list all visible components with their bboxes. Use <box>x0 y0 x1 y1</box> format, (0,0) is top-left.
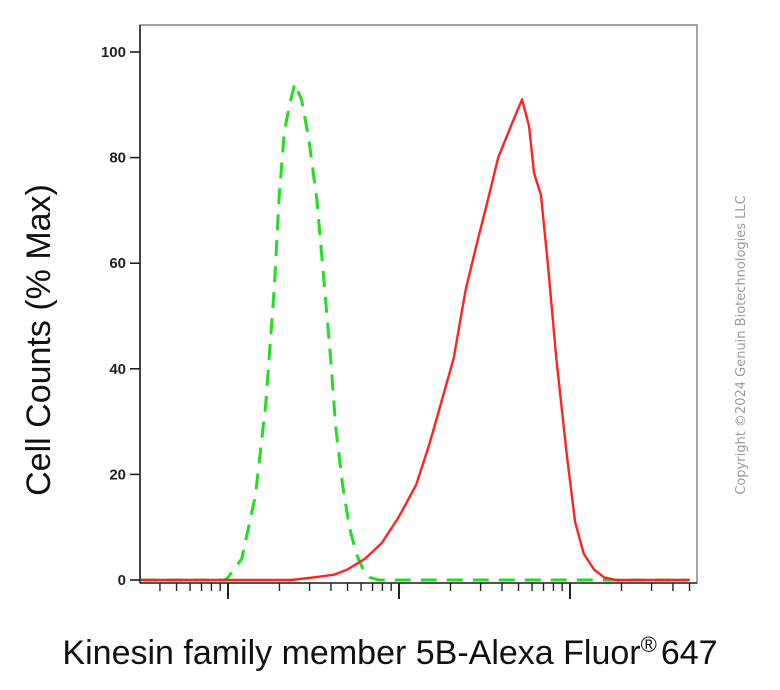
y-tick-label: 40 <box>109 361 126 378</box>
x-axis-label: Kinesin family member 5B-Alexa Fluor® 647 <box>62 632 717 672</box>
y-tick-label: 0 <box>118 572 126 589</box>
series-layer <box>141 82 690 582</box>
y-tick-label: 20 <box>109 466 126 483</box>
registered-mark: ® <box>641 632 657 657</box>
copyright-watermark: Copyright ©2024 Genuin Biotechnologies L… <box>734 195 749 494</box>
y-axis-ticks: 0 20 40 60 80 100 <box>101 44 140 589</box>
x-axis-ticks <box>159 583 691 599</box>
x-axis-label-suffix: 647 <box>661 634 718 672</box>
y-tick-label: 60 <box>109 255 126 272</box>
x-axis-label-main: Kinesin family member 5B-Alexa Fluor <box>62 634 640 672</box>
y-axis-label: Cell Counts (% Max) <box>20 184 58 496</box>
y-tick-label: 100 <box>101 44 126 61</box>
y-tick-label: 80 <box>109 150 126 167</box>
sample-histogram-line <box>141 98 690 582</box>
control-histogram-line <box>141 82 690 582</box>
plot-frame <box>139 24 698 584</box>
